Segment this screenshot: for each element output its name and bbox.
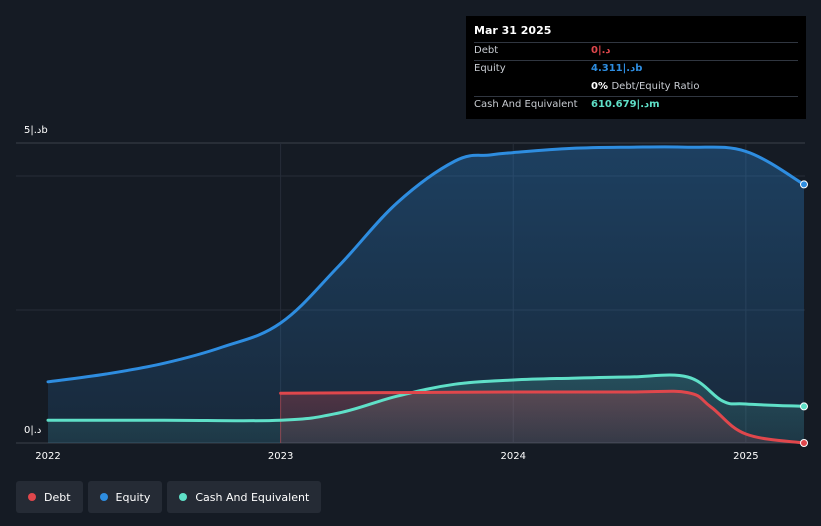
tooltip-equity-label: Equity [474, 63, 506, 74]
legend-label-debt: Debt [44, 490, 71, 504]
cash-line [46, 373, 806, 423]
legend-item-debt[interactable]: Debt [16, 481, 83, 513]
equity-end-point [800, 180, 808, 189]
debt-line [279, 389, 806, 445]
x-tick-label: 2022 [35, 451, 61, 462]
legend-label-equity: Equity [115, 490, 151, 504]
series-areas [48, 146, 805, 443]
tooltip-debt-value: 0|.د [591, 45, 611, 56]
tooltip-cash-value: 610.679|.دm [591, 99, 660, 110]
cash-legend-dot-icon [179, 493, 188, 501]
tooltip-row-ratio: 0% Debt/Equity Ratio [474, 78, 798, 96]
debt-legend-dot-icon [28, 493, 36, 501]
series-lines [46, 145, 806, 445]
tooltip-date: Mar 31 2025 [474, 24, 552, 37]
cash-end-point [800, 402, 808, 411]
legend-item-equity[interactable]: Equity [87, 481, 163, 513]
tooltip-row-equity: Equity 4.311|.دb [474, 60, 798, 78]
x-tick-label: 2024 [500, 451, 526, 462]
tooltip-ratio-value: 0% Debt/Equity Ratio [591, 79, 699, 96]
equity-legend-dot-icon [99, 493, 108, 501]
legend-label-cash: Cash And Equivalent [195, 490, 310, 504]
tooltip-ratio-number: 0% [591, 81, 608, 92]
legend-item-cash[interactable]: Cash And Equivalent [167, 481, 322, 513]
y-axis-max-label: 5|.دb [24, 125, 48, 136]
equity-line [46, 145, 806, 384]
data-tooltip: Mar 31 2025 Debt 0|.د Equity 4.311|.دb 0… [466, 16, 806, 119]
debt-area [280, 391, 805, 443]
chart-legend: Debt Equity Cash And Equivalent [16, 481, 322, 513]
equity-area [48, 146, 804, 443]
tooltip-debt-label: Debt [474, 45, 499, 56]
debt-end-point [800, 439, 808, 447]
tooltip-row-debt: Debt 0|.د [474, 42, 798, 60]
x-tick-label: 2023 [267, 451, 294, 462]
y-axis-min-label: 0|.د [24, 425, 42, 436]
tooltip-row-cash: Cash And Equivalent 610.679|.دm [474, 96, 798, 114]
series-end-points [800, 180, 808, 447]
tooltip-equity-value: 4.311|.دb [591, 63, 643, 74]
x-tick-label: 2025 [733, 451, 759, 462]
tooltip-ratio-suffix: Debt/Equity Ratio [611, 81, 700, 92]
tooltip-cash-label: Cash And Equivalent [474, 99, 578, 110]
